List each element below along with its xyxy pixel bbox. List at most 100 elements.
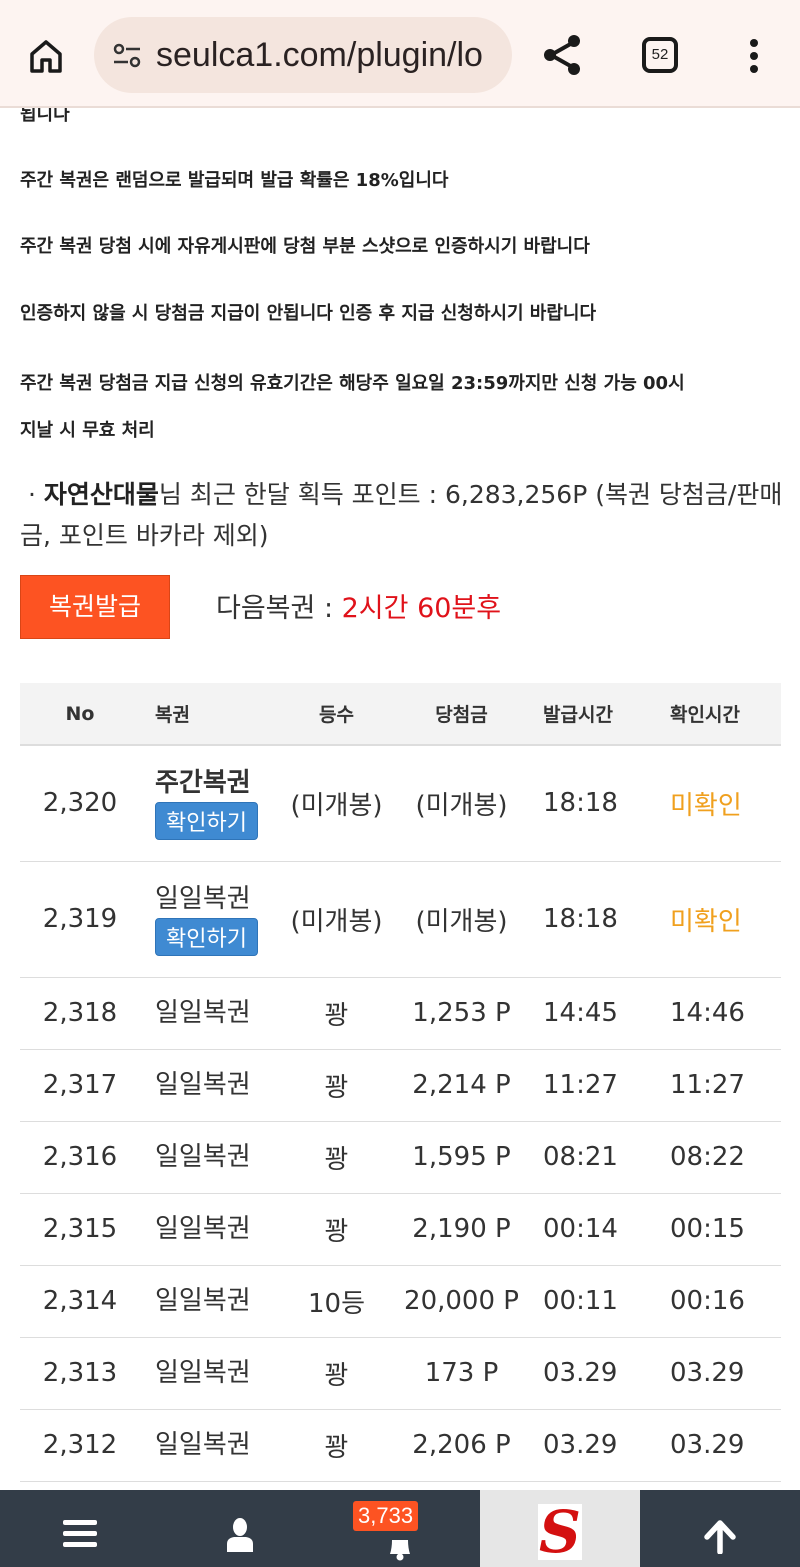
bottom-nav: 3,733 S (0, 1490, 800, 1567)
row-no: 2,312 (20, 1409, 140, 1482)
next-label: 다음복권 : (216, 593, 342, 624)
notification-badge: 3,733 (353, 1501, 419, 1531)
row-no: 2,315 (20, 1193, 140, 1266)
row-no: 2,319 (20, 861, 140, 978)
points-summary: · 자연산대물님 최근 한달 획득 포인트 : 6,283,256P (복권 당… (20, 474, 790, 556)
notice-line: 인증하지 않을 시 당첨금 지급이 안됩니다 인증 후 지급 신청하시기 바랍니… (20, 303, 597, 324)
share-icon[interactable] (542, 34, 584, 76)
lottery-name: 일일복권 (155, 1142, 251, 1172)
table-row: 2,320 주간복권 확인하기 (미개봉) (미개봉) 18:18 미확인 (20, 745, 781, 862)
confirm-button[interactable]: 확인하기 (155, 918, 258, 956)
row-lottery: 일일복권 (140, 1121, 275, 1194)
lottery-table: No 복권 등수 당첨금 발급시간 확인시간 2,320 주간복권 확인하기 (미개봉… (20, 683, 781, 1482)
row-prize: 2,214 P (398, 1049, 525, 1122)
header-no: No (20, 683, 140, 746)
row-lottery: 일일복권 (140, 1337, 275, 1410)
table-row: 2,312 일일복권 꽝 2,206 P 03.29 03.29 (20, 1409, 781, 1482)
row-prize: 1,253 P (398, 977, 525, 1050)
row-no: 2,313 (20, 1337, 140, 1410)
username: 자연산대물 (43, 480, 159, 509)
site-logo-button[interactable]: S (480, 1490, 640, 1567)
notice-line: 주간 복권 당첨금 지급 신청의 유효기간은 해당주 일요일 23:59까지만 … (20, 373, 685, 394)
row-rank: 꽝 (275, 1409, 398, 1482)
header-lottery: 복권 (140, 683, 275, 746)
lottery-name: 주간복권 (155, 768, 251, 799)
tab-switcher-button[interactable]: 52 (642, 37, 678, 73)
table-header: No 복권 등수 당첨금 발급시간 확인시간 (20, 683, 781, 746)
row-issued-time: 03.29 (525, 1409, 650, 1482)
row-rank: (미개봉) (275, 745, 398, 862)
row-rank: 10등 (275, 1265, 398, 1338)
menu-icon (63, 1520, 97, 1547)
row-checked-time: 00:16 (650, 1265, 781, 1338)
logo-letter: S (539, 1498, 581, 1566)
home-icon[interactable] (28, 38, 64, 74)
lottery-name: 일일복권 (155, 1430, 251, 1460)
header-rank: 등수 (275, 683, 398, 746)
row-issued-time: 03.29 (525, 1337, 650, 1410)
row-rank: 꽝 (275, 1337, 398, 1410)
row-prize: 2,190 P (398, 1193, 525, 1266)
site-logo: S (538, 1503, 582, 1561)
site-settings-icon[interactable] (112, 43, 142, 69)
user-icon (227, 1518, 253, 1552)
row-checked-time: 미확인 (650, 745, 781, 862)
table-row: 2,317 일일복권 꽝 2,214 P 11:27 11:27 (20, 1049, 781, 1122)
header-issued-time: 발급시간 (525, 683, 650, 746)
points-text: 님 최근 한달 획득 포인트 : 6,283,256P (복권 당첨금/판매금,… (20, 480, 783, 550)
row-issued-time: 14:45 (525, 977, 650, 1050)
row-rank: (미개봉) (275, 861, 398, 978)
table-row: 2,315 일일복권 꽝 2,190 P 00:14 00:15 (20, 1193, 781, 1266)
row-checked-time: 00:15 (650, 1193, 781, 1266)
row-checked-time: 08:22 (650, 1121, 781, 1194)
row-no: 2,318 (20, 977, 140, 1050)
row-lottery: 일일복권 (140, 1049, 275, 1122)
row-issued-time: 18:18 (525, 745, 650, 862)
row-rank: 꽝 (275, 1049, 398, 1122)
row-lottery: 주간복권 확인하기 (140, 745, 275, 862)
row-checked-time: 03.29 (650, 1337, 781, 1410)
row-issued-time: 11:27 (525, 1049, 650, 1122)
row-prize: 173 P (398, 1337, 525, 1410)
row-no: 2,320 (20, 745, 140, 862)
row-checked-time: 미확인 (650, 861, 781, 978)
arrow-up-icon (704, 1520, 736, 1554)
user-button[interactable] (160, 1490, 320, 1567)
menu-button[interactable] (0, 1490, 160, 1567)
row-rank: 꽝 (275, 1121, 398, 1194)
row-issued-time: 00:11 (525, 1265, 650, 1338)
notice-line: 지날 시 무효 처리 (20, 420, 155, 441)
row-lottery: 일일복권 (140, 1265, 275, 1338)
row-checked-time: 03.29 (650, 1409, 781, 1482)
row-lottery: 일일복권 (140, 1193, 275, 1266)
table-row: 2,318 일일복권 꽝 1,253 P 14:45 14:46 (20, 977, 781, 1050)
row-lottery: 일일복권 (140, 977, 275, 1050)
row-issued-time: 18:18 (525, 861, 650, 978)
lottery-name: 일일복권 (155, 1286, 251, 1316)
scroll-top-button[interactable] (640, 1490, 800, 1567)
browser-toolbar: seulca1.com/plugin/lo 52 (0, 0, 800, 108)
issue-lottery-button[interactable]: 복권발급 (20, 575, 170, 639)
notice-line: 주간 복권은 랜덤으로 발급되며 발급 확률은 18%입니다 (20, 170, 449, 191)
lottery-name: 일일복권 (155, 1358, 251, 1388)
lottery-name: 일일복권 (155, 998, 251, 1028)
address-bar[interactable]: seulca1.com/plugin/lo (94, 17, 512, 93)
row-no: 2,314 (20, 1265, 140, 1338)
row-no: 2,317 (20, 1049, 140, 1122)
row-prize: 20,000 P (398, 1265, 525, 1338)
row-prize: 2,206 P (398, 1409, 525, 1482)
header-checked-time: 확인시간 (650, 683, 781, 746)
bell-icon (390, 1540, 410, 1561)
row-lottery: 일일복권 확인하기 (140, 861, 275, 978)
notifications-button[interactable] (320, 1490, 480, 1567)
row-checked-time: 14:46 (650, 977, 781, 1050)
more-options-icon[interactable] (744, 38, 764, 74)
next-countdown: 2시간 60분후 (341, 593, 502, 624)
row-rank: 꽝 (275, 977, 398, 1050)
next-lottery: 다음복권 : 2시간 60분후 (216, 586, 501, 625)
row-prize: (미개봉) (398, 745, 525, 862)
row-checked-time: 11:27 (650, 1049, 781, 1122)
confirm-button[interactable]: 확인하기 (155, 802, 258, 841)
row-lottery: 일일복권 (140, 1409, 275, 1482)
row-issued-time: 00:14 (525, 1193, 650, 1266)
